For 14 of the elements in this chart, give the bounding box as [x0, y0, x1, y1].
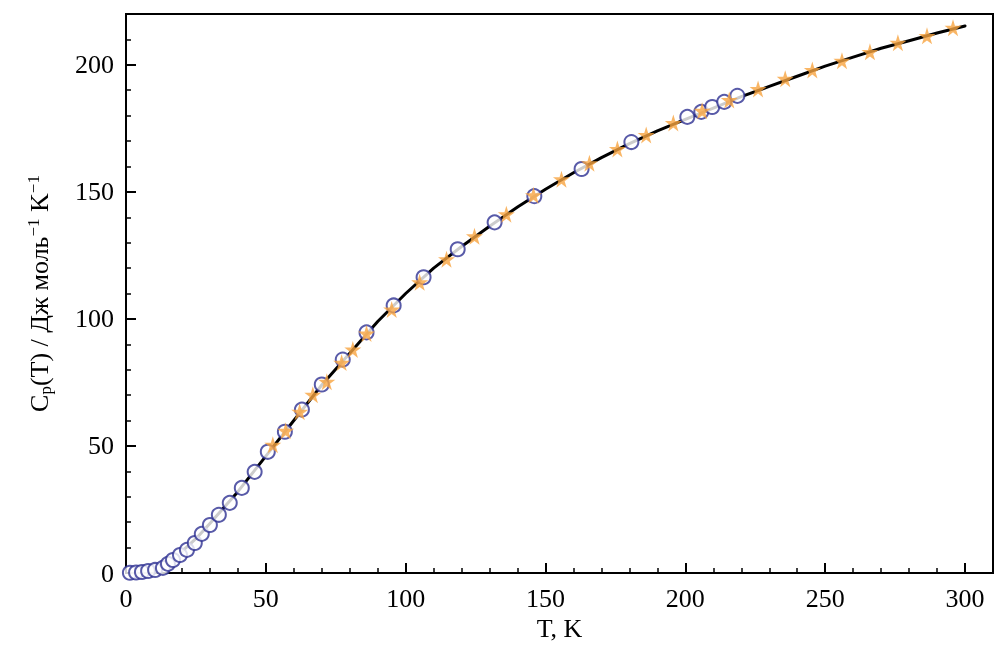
- y-tick-label: 150: [75, 177, 114, 207]
- x-tick-label: 150: [526, 583, 566, 613]
- x-tick-label: 200: [665, 583, 705, 613]
- y-tick-label: 50: [88, 431, 114, 461]
- x-tick-label: 100: [386, 583, 426, 613]
- x-tick-label: 50: [252, 583, 279, 613]
- y-axis-title: Cp(T) / Дж моль−1 K−1: [24, 175, 55, 412]
- y-tick-label: 200: [75, 50, 114, 80]
- y-tick-label: 100: [75, 304, 114, 334]
- x-tick-label: 300: [945, 583, 985, 613]
- y-tick-label: 0: [101, 558, 114, 588]
- x-tick-label: 250: [805, 583, 845, 613]
- x-tick-label: 0: [119, 583, 133, 613]
- x-axis-title: T, K: [536, 614, 583, 644]
